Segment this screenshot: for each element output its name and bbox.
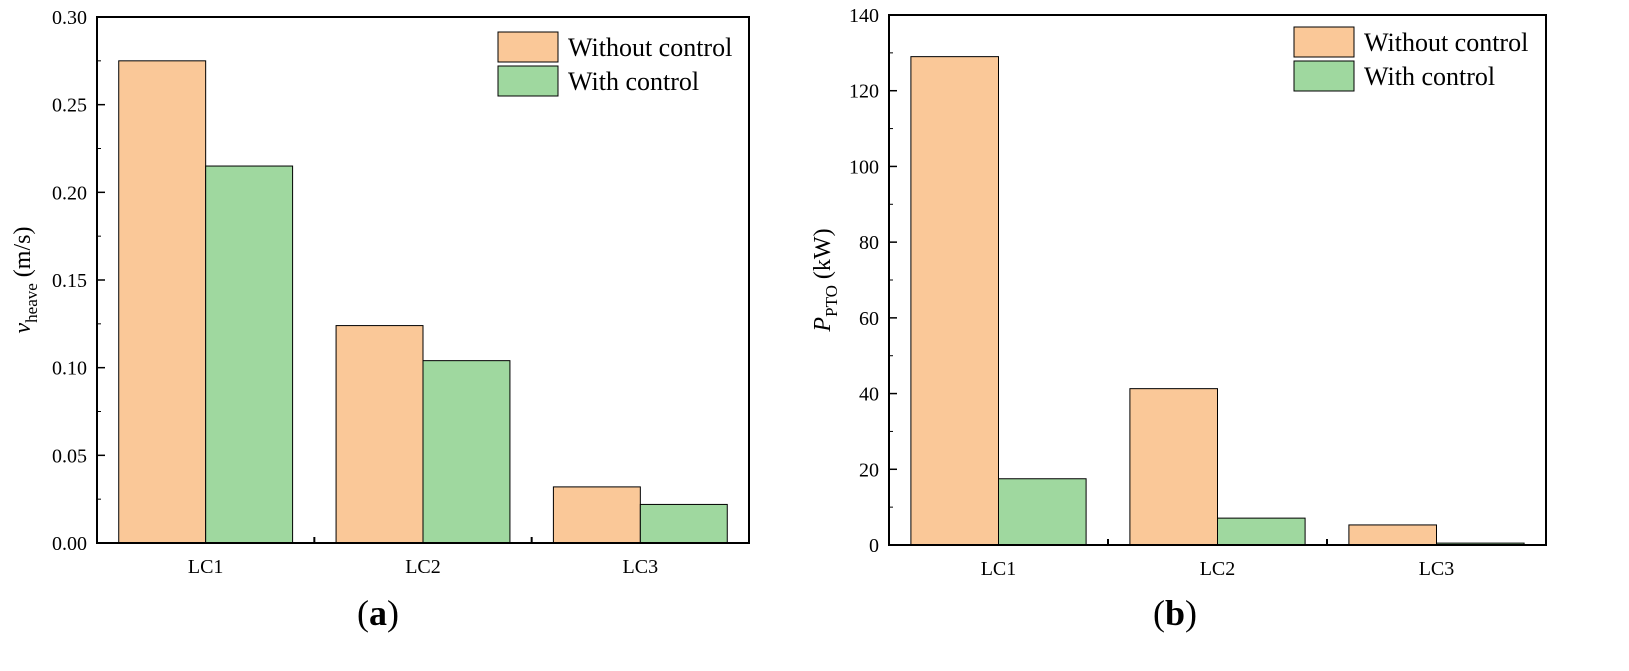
y-tick-label: 100 (849, 156, 879, 178)
legend-label: Without control (1364, 28, 1528, 57)
x-tick-label: LC2 (405, 556, 441, 578)
y-tick-label: 0.25 (52, 95, 87, 117)
y-tick-label: 40 (859, 384, 879, 406)
y-tick-label: 20 (859, 459, 879, 481)
y-tick-label: 60 (859, 308, 879, 330)
x-tick-label: LC1 (188, 556, 224, 578)
plot-frame (888, 14, 1547, 546)
bar (552, 486, 641, 544)
y-tick-label: 0.10 (52, 358, 87, 380)
x-tick-label: LC3 (623, 556, 659, 578)
bar (118, 60, 207, 544)
x-tick-label: LC2 (1200, 558, 1236, 580)
y-axis-title-symbol: P (810, 317, 836, 333)
panel-label: (a) (357, 593, 399, 633)
bar (998, 478, 1087, 546)
legend-label: With control (568, 67, 699, 96)
bar (422, 360, 511, 544)
y-axis-title-unit: (m/s) (10, 227, 36, 284)
bar (1217, 517, 1306, 546)
bar (1129, 388, 1219, 546)
bar (910, 56, 1000, 546)
x-tick-label: LC1 (981, 558, 1017, 580)
plot-frame (96, 16, 750, 544)
y-tick-label: 0.20 (52, 182, 87, 204)
panel-label: (b) (1153, 593, 1197, 633)
y-axis-title-subscript: heave (22, 283, 41, 323)
y-axis-title-unit: (kW) (810, 228, 836, 285)
legend-swatch (497, 65, 559, 97)
y-tick-label: 140 (849, 5, 879, 27)
y-tick-label: 0 (869, 535, 879, 557)
chart-panel-a: LC1 LC2 LC3 0.00 0.05 0.10 0.15 0.20 0.25 0.30 vhe… (10, 7, 750, 633)
legend-swatch (1293, 26, 1355, 58)
legend-swatch (1293, 60, 1355, 92)
bar (1348, 524, 1438, 546)
bar (205, 165, 294, 544)
y-axis-title: PPTO (kW) (810, 228, 841, 332)
y-axis-title-subscript: PTO (822, 285, 841, 317)
y-axis-title-symbol: v (10, 322, 36, 333)
y-tick-label: 120 (849, 81, 879, 103)
x-tick-label: LC3 (1419, 558, 1455, 580)
chart-panel-b: LC1 LC2 LC3 0 20 40 60 80 100 120 140 PPTO (kW) With… (810, 5, 1547, 633)
legend-swatch (497, 31, 559, 63)
legend-label: With control (1364, 62, 1495, 91)
y-tick-label: 80 (859, 232, 879, 254)
y-tick-label: 0.30 (52, 7, 87, 29)
bar (639, 503, 728, 544)
y-tick-label: 0.15 (52, 270, 87, 292)
y-tick-label: 0.00 (52, 533, 87, 555)
bar (335, 325, 424, 544)
legend-label: Without control (568, 33, 732, 62)
y-tick-label: 0.05 (52, 445, 87, 467)
y-axis-title: vheave (m/s) (10, 227, 41, 334)
